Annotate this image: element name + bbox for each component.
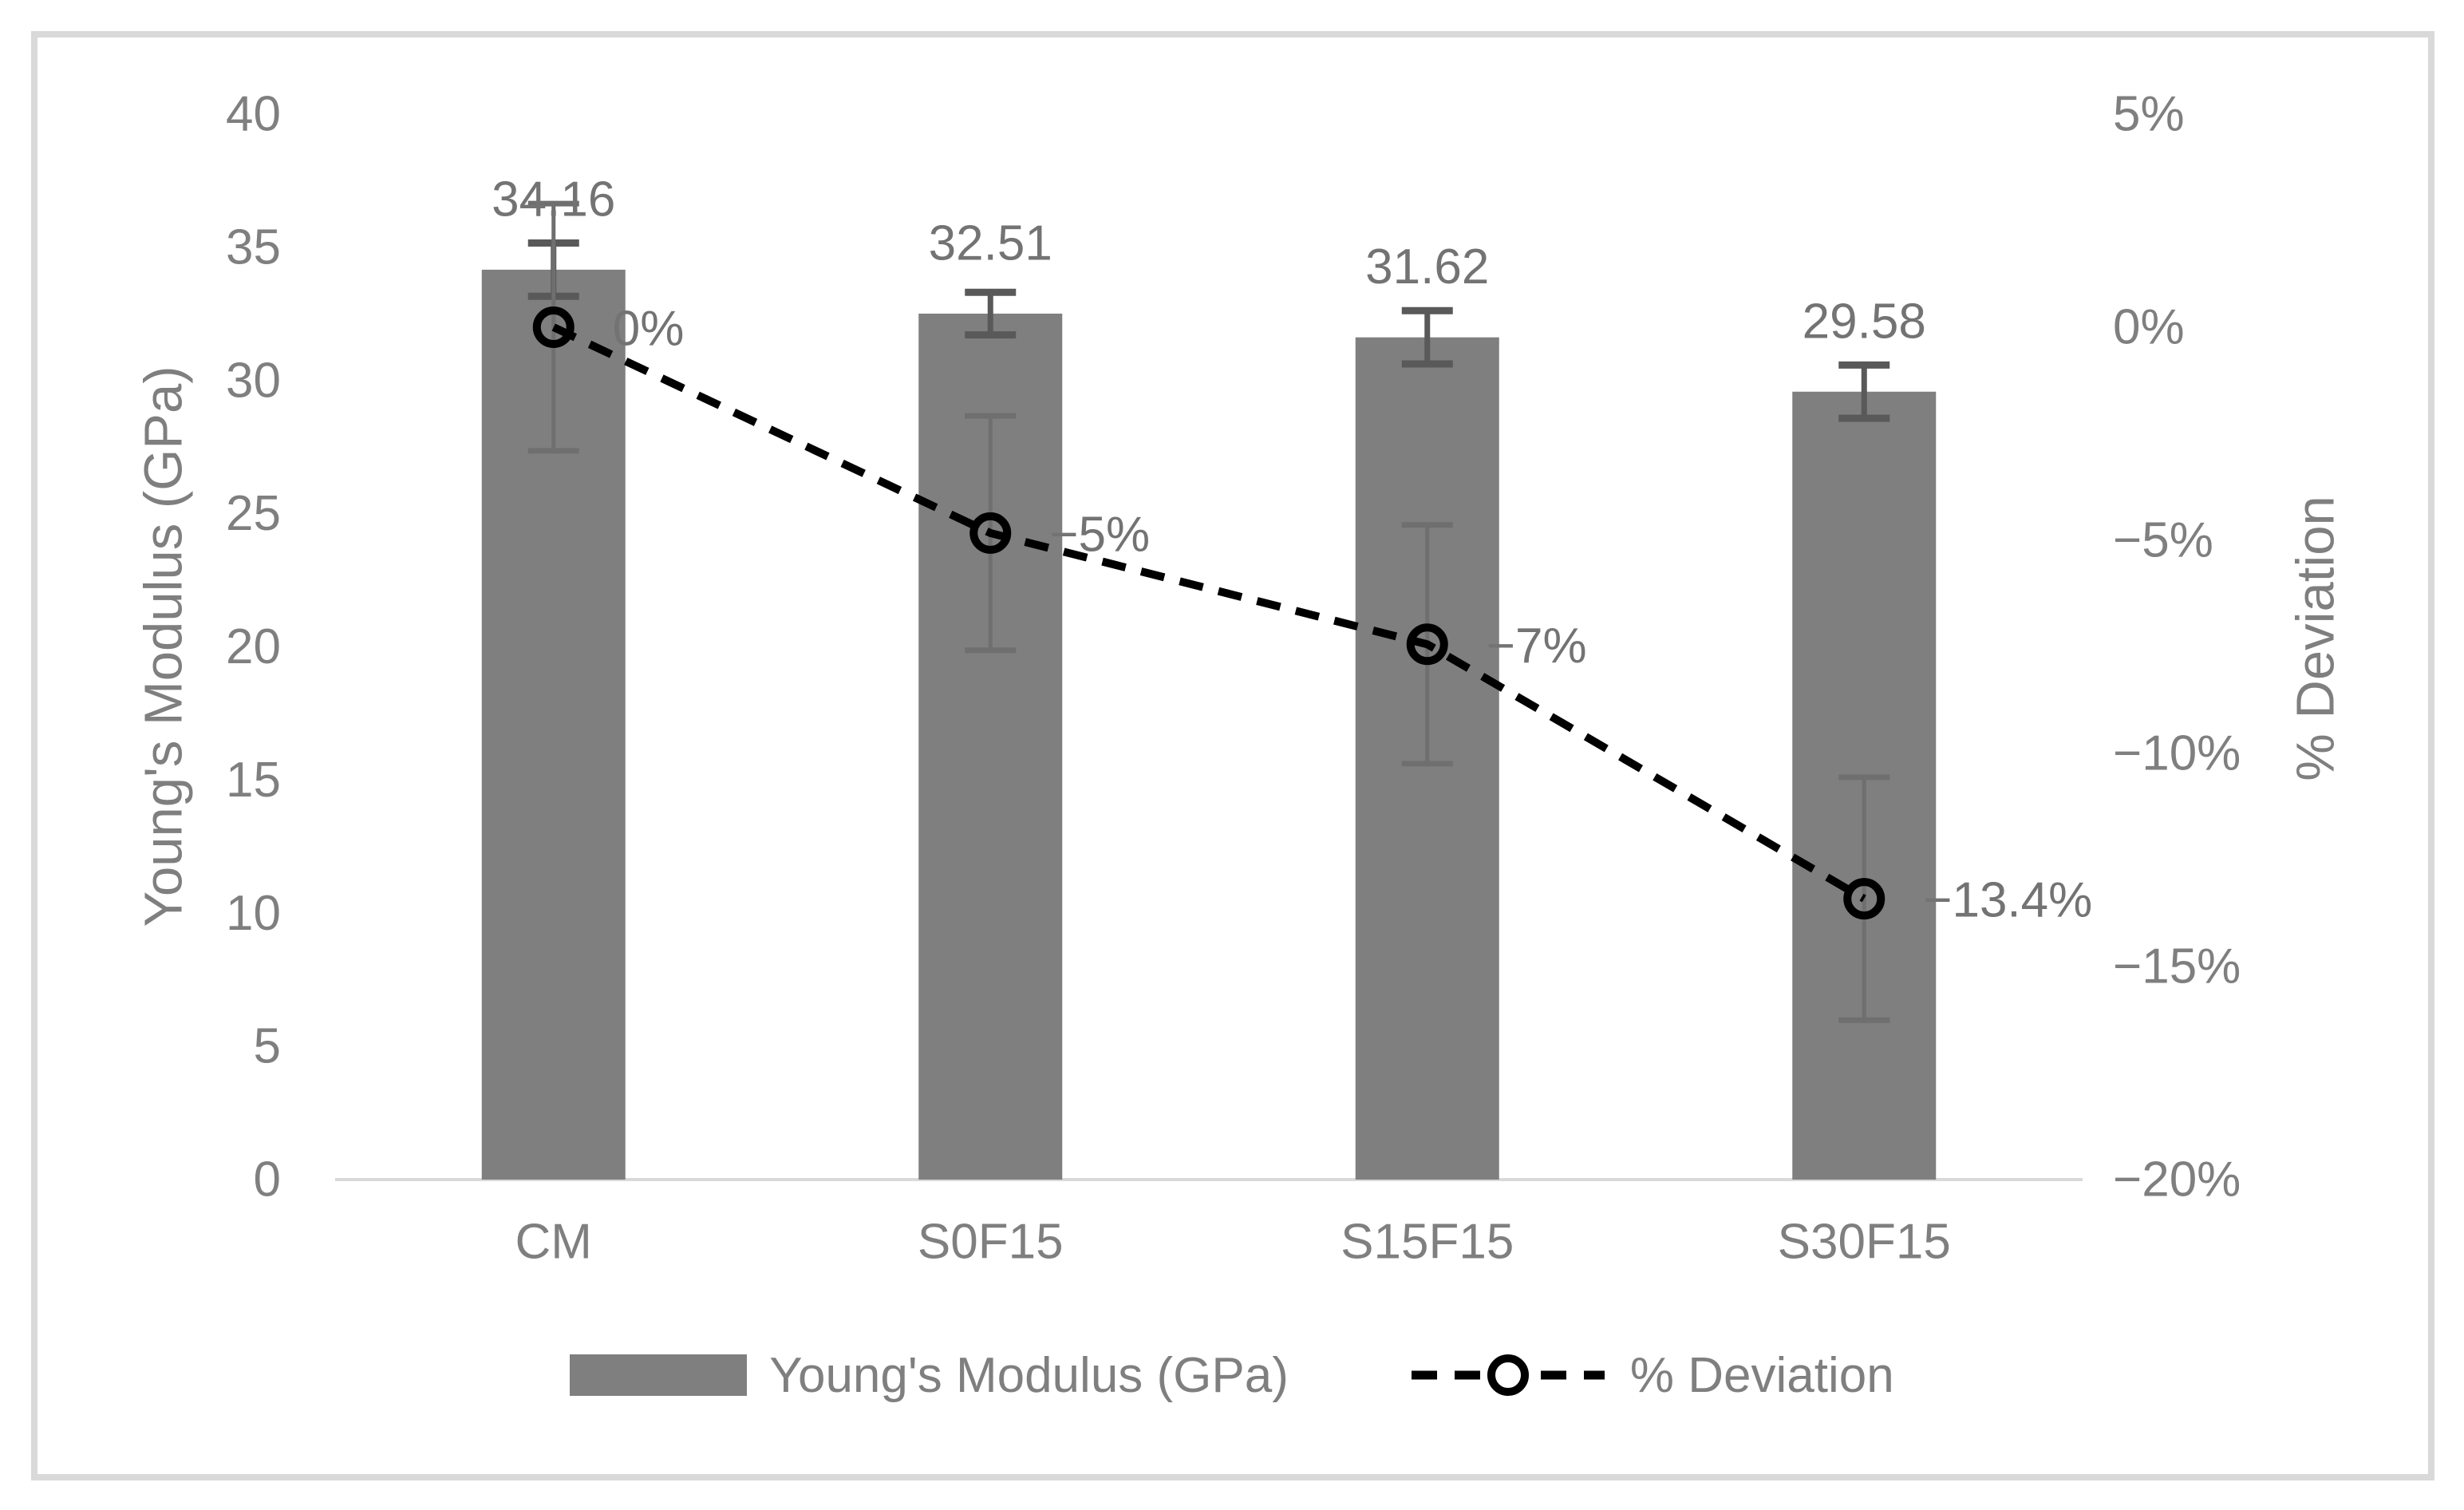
right-axis-tick-label: −10%	[2113, 726, 2241, 781]
left-axis-tick-label: 20	[226, 619, 281, 674]
right-axis-tick-label: −20%	[2113, 1152, 2241, 1208]
deviation-line	[551, 323, 1866, 903]
bar-value-label: 29.58	[1803, 294, 1926, 349]
category-label-S0F15: S0F15	[918, 1215, 1064, 1270]
deviation-marker-CM	[532, 306, 575, 348]
category-label-S15F15: S15F15	[1341, 1215, 1514, 1270]
right-axis-tick-label: 5%	[2113, 87, 2185, 142]
legend-item-bars: Young's Modulus (GPa)	[570, 1347, 1289, 1404]
category-label-S30F15: S30F15	[1778, 1215, 1951, 1270]
bar-value-label: 34.16	[492, 172, 615, 227]
left-axis-tick-label: 10	[226, 886, 281, 941]
bar-value-label: 32.51	[929, 215, 1052, 271]
deviation-value-label: −13.4%	[1923, 873, 2092, 928]
left-axis-tick-label: 0	[254, 1152, 281, 1208]
deviation-value-label: 0%	[613, 302, 685, 357]
legend-bar-swatch-icon	[570, 1354, 748, 1396]
left-axis-tick-label: 30	[226, 353, 281, 408]
legend-label-line: % Deviation	[1629, 1347, 1894, 1403]
deviation-value-label: −5%	[1049, 507, 1150, 562]
left-axis-tick-label: 35	[226, 219, 281, 275]
bar-value-label: 31.62	[1365, 239, 1489, 294]
right-axis-tick-label: −5%	[2113, 513, 2213, 568]
left-axis-tick-label: 25	[226, 486, 281, 541]
left-axis-tick-label: 5	[254, 1019, 281, 1074]
left-axis-tick-label: 40	[226, 87, 281, 142]
category-label-CM: CM	[515, 1215, 592, 1270]
deviation-marker-S30F15	[1843, 878, 1886, 920]
right-axis-title: % Deviation	[2286, 496, 2346, 781]
right-axis-tick-label: −15%	[2113, 939, 2241, 994]
deviation-value-label: −7%	[1487, 619, 1587, 674]
chart-border	[31, 31, 2434, 1480]
legend-dashed-line-circle-icon	[1411, 1354, 1605, 1396]
left-axis-title: Young's Modulus (GPa)	[134, 366, 194, 927]
legend: Young's Modulus (GPa) % Deviation	[0, 1331, 2464, 1419]
deviation-marker-S15F15	[1406, 623, 1448, 666]
legend-item-line: % Deviation	[1408, 1347, 1894, 1404]
deviation-marker-S0F15	[969, 512, 1012, 554]
legend-label-bars: Young's Modulus (GPa)	[769, 1347, 1289, 1403]
right-axis-tick-label: 0%	[2113, 300, 2185, 355]
left-axis-tick-label: 15	[226, 753, 281, 808]
